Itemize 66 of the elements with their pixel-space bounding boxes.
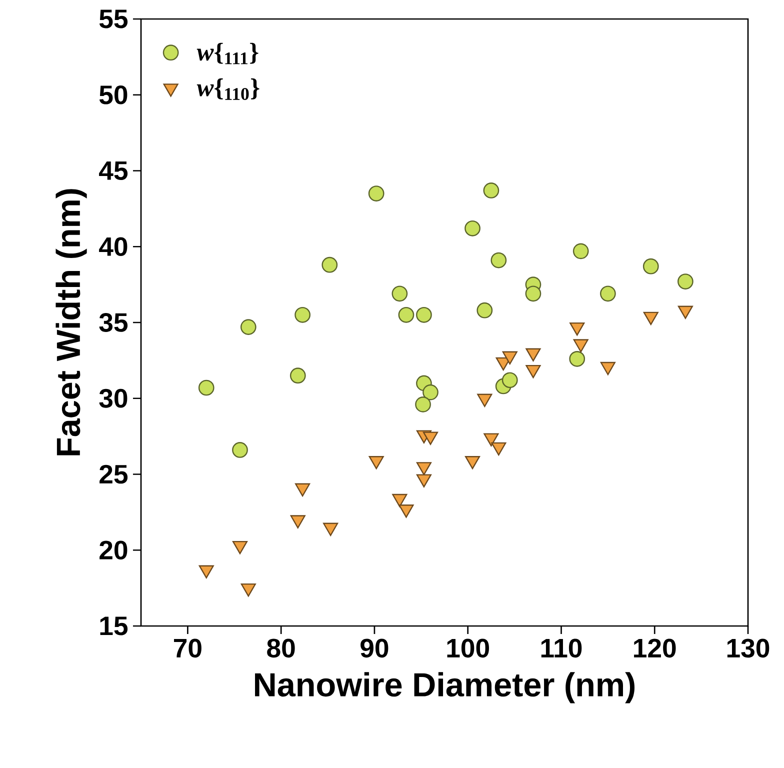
point xyxy=(484,433,499,446)
point xyxy=(422,384,438,400)
x-tick-label: 120 xyxy=(634,638,676,658)
x-tick-label: 110 xyxy=(541,638,582,658)
x-tick-label: 100 xyxy=(447,638,489,658)
x-tick-label: 90 xyxy=(360,638,388,658)
legend-label: w{$_{111}$} xyxy=(196,42,258,64)
point xyxy=(322,256,338,273)
point xyxy=(295,483,310,497)
point xyxy=(290,515,306,528)
point xyxy=(416,474,432,488)
point xyxy=(294,306,310,323)
point xyxy=(323,522,338,536)
point xyxy=(569,350,586,367)
point xyxy=(477,394,492,407)
point xyxy=(368,456,384,470)
y-tick-label: 25 xyxy=(100,464,128,484)
point xyxy=(476,302,493,318)
point xyxy=(240,319,256,335)
point xyxy=(573,339,588,352)
point xyxy=(678,274,694,290)
point xyxy=(198,565,214,578)
point xyxy=(526,364,541,378)
point xyxy=(416,462,432,476)
y-tick-label: 40 xyxy=(99,237,128,256)
point xyxy=(392,286,408,302)
y-tick-label: 15 xyxy=(100,616,128,636)
x-tick-label: 130 xyxy=(727,638,770,658)
y-tick-label: 35 xyxy=(99,313,128,332)
point xyxy=(572,243,589,260)
x-axis-title: Nanowire Diameter (nm) xyxy=(255,672,634,704)
y-tick-label: 50 xyxy=(99,85,128,104)
legend-label: w{$_{110}$} xyxy=(196,78,260,100)
point xyxy=(392,494,408,508)
point xyxy=(416,306,432,323)
point xyxy=(491,442,506,456)
y-axis-title: Facet Width (nm) xyxy=(56,189,87,456)
point xyxy=(464,456,480,470)
point xyxy=(422,432,438,445)
point xyxy=(600,362,616,376)
point xyxy=(570,322,585,336)
point xyxy=(642,258,659,274)
point xyxy=(290,368,306,384)
point xyxy=(502,372,518,388)
point xyxy=(483,182,500,198)
y-tick-label: 20 xyxy=(100,540,128,560)
point xyxy=(398,504,414,518)
point xyxy=(240,583,256,597)
point xyxy=(232,442,248,458)
y-tick-label: 30 xyxy=(99,388,128,408)
y-tick-label: 55 xyxy=(99,10,128,28)
point xyxy=(464,220,480,236)
point xyxy=(678,306,693,319)
x-tick-label: 70 xyxy=(174,638,202,658)
point xyxy=(368,186,384,202)
point xyxy=(232,540,248,554)
y-tick-label: 45 xyxy=(99,161,128,180)
x-tick-label: 80 xyxy=(267,638,295,658)
point xyxy=(398,306,414,323)
point xyxy=(415,396,431,412)
point xyxy=(525,286,542,302)
point xyxy=(198,380,214,396)
point xyxy=(490,252,507,268)
point xyxy=(502,351,518,364)
point xyxy=(526,348,541,362)
point xyxy=(600,286,616,302)
